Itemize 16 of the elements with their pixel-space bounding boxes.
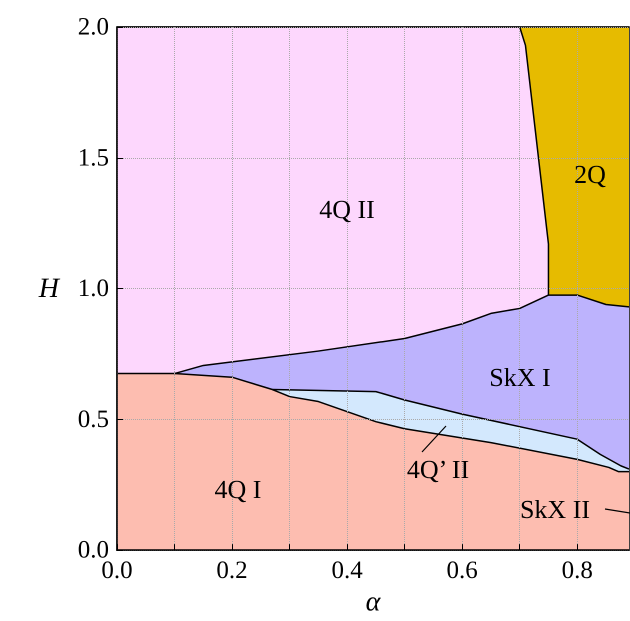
series-label: 4Q II: [319, 195, 375, 224]
x-tick-label: 0.2: [216, 557, 248, 584]
x-tick-label: 0.4: [331, 557, 364, 584]
y-tick-label: 0.5: [78, 406, 109, 433]
annotation: SkX II: [520, 495, 590, 524]
series-label: 2Q: [574, 160, 606, 189]
series-label: 4Q I: [214, 475, 262, 504]
y-tick-label: 2.0: [78, 14, 109, 40]
y-axis-title: H: [38, 273, 61, 304]
x-tick-label: 0.8: [562, 557, 593, 584]
legend-label: 4Q’ II: [406, 455, 470, 484]
y-tick-label: 1.5: [78, 144, 109, 172]
x-axis-title: α: [366, 586, 382, 618]
y-tick-label: 1.0: [78, 275, 109, 302]
x-tick-label: 0.6: [446, 557, 478, 584]
series-label: SkX I: [489, 363, 551, 392]
